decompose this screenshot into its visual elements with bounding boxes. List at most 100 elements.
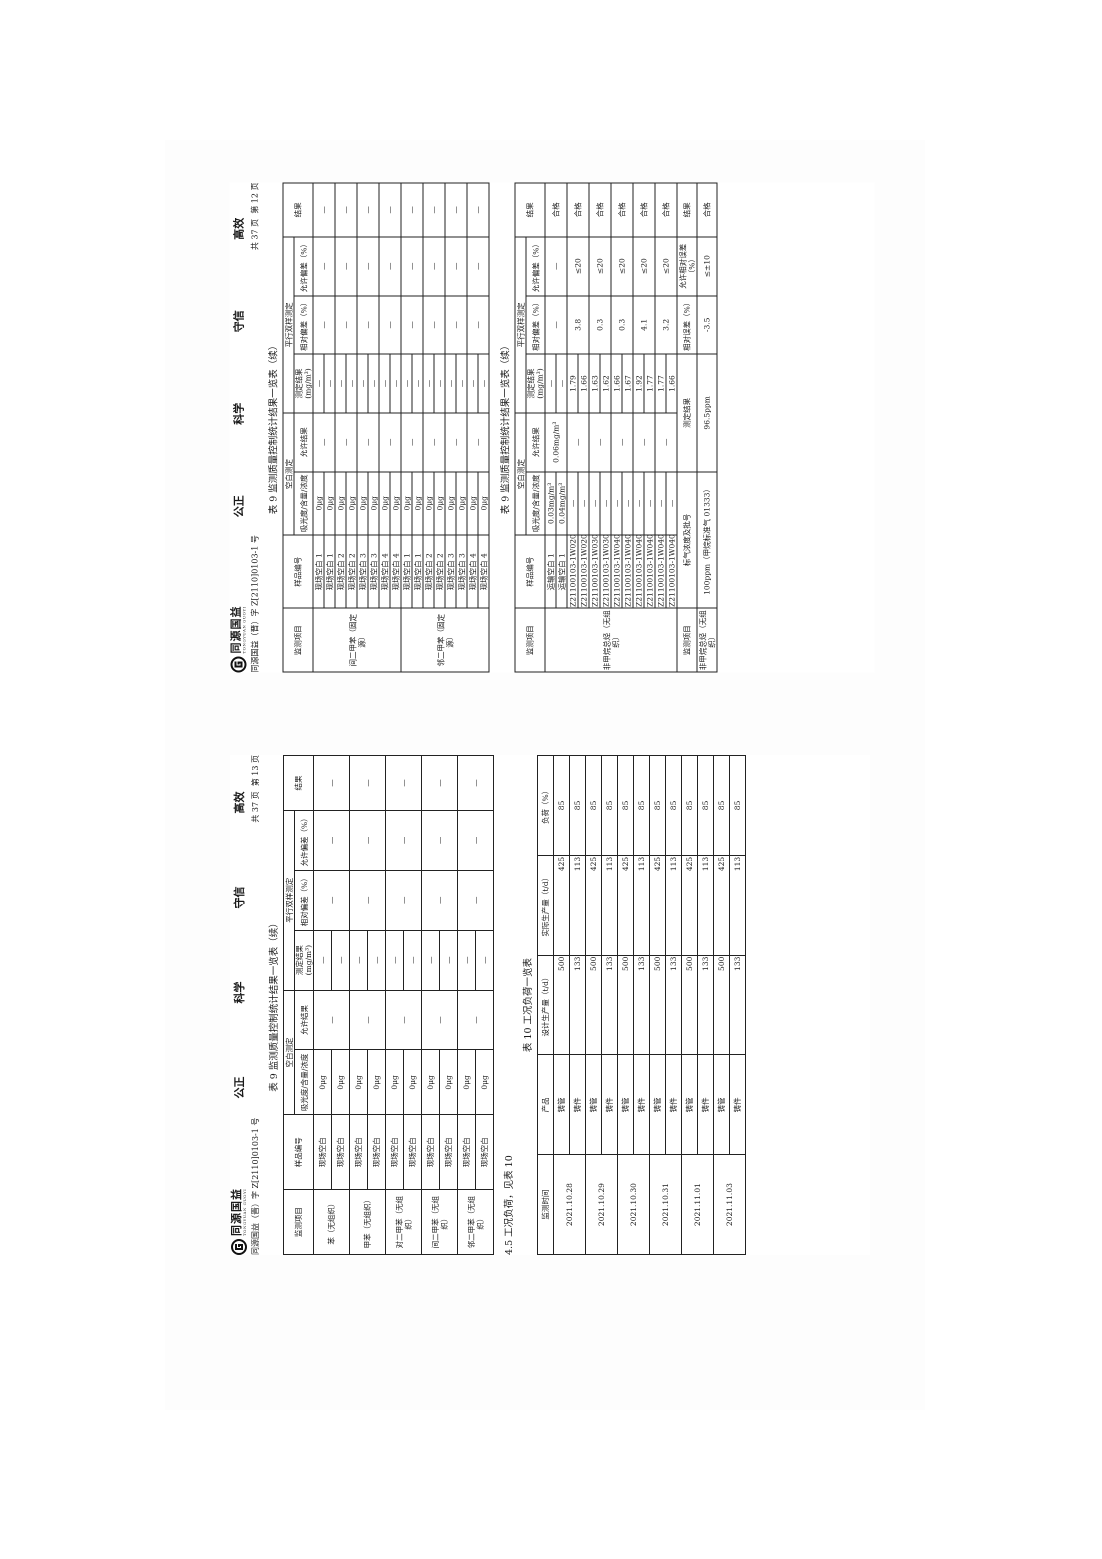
qc-result: —: [379, 183, 401, 237]
load-cell: 425: [553, 855, 570, 956]
load-cell: 500: [681, 955, 698, 1055]
sample-id: 现场空白 1: [401, 535, 412, 609]
relative-deviation: 3.2: [655, 295, 677, 355]
blank-value: 0μg: [403, 1049, 422, 1115]
report-number: 同源国益（晋）字 Z[2110]0103-1 号: [251, 1117, 260, 1255]
blank-value: 0μg: [412, 471, 423, 536]
measured-value: —: [401, 354, 412, 413]
load-header: 实际生产量（t/d）: [537, 855, 554, 956]
allowed-deviation: —: [357, 236, 379, 296]
allowed-deviation: —: [313, 810, 350, 871]
allowed-result: —: [589, 412, 611, 472]
load-cell: 铸件: [569, 1054, 586, 1155]
logo-name: 同源国益: [229, 1188, 243, 1236]
qc-result: —: [457, 755, 494, 811]
qc-result: —: [467, 183, 489, 237]
qc-result: 合格: [655, 183, 677, 237]
allowed-deviation: ≤20: [633, 236, 655, 296]
blank-value: 0μg: [390, 471, 401, 536]
blank-value: 0μg: [367, 1049, 386, 1115]
load-cell: 425: [585, 855, 602, 956]
blank-value: —: [567, 471, 578, 536]
sample-id: 现场空白 1: [324, 535, 335, 609]
blank-value: —: [666, 471, 677, 536]
table-title: 表 9 监测质量控制统计结果一览表（续）: [268, 340, 280, 515]
header-measured: 测定结果(mg/m³): [294, 354, 313, 413]
header-item: 监测项目: [283, 608, 313, 672]
header-parallel: 平行双样测定: [283, 810, 295, 991]
table-row: 间二甲苯（固定源） 现场空白 1 0μg — — — — —: [313, 183, 401, 672]
load-cell: 85: [601, 755, 618, 856]
qc-result: 合格: [633, 183, 655, 237]
load-cell: 铸件: [729, 1054, 746, 1155]
qc-table: 监测项目 样品编号 空白测定 平行双样测定 结果 吸光度/含量/浓度 允许结果 测定结果(mg…: [282, 182, 490, 673]
allowed-result: —: [445, 412, 467, 472]
header-sample: 样品编号: [283, 535, 313, 609]
blank-value: 0μg: [434, 471, 445, 536]
logo-icon: [230, 656, 247, 673]
std-value: 非甲烷总烃（无组织）: [697, 608, 717, 672]
relative-deviation: —: [545, 295, 567, 355]
sample-id: Z21100103-1W0401-4: [611, 535, 622, 609]
monitoring-item: 对二甲苯（无组织）: [385, 1189, 422, 1255]
page-header: 同源国益 TONGYUAN GUOYI 公正 科学 守信 高效: [230, 755, 248, 1255]
sample-id: 现场空白 3: [357, 535, 368, 609]
qc-result: 合格: [567, 183, 589, 237]
monitoring-date: 2021.10.30: [617, 1154, 650, 1255]
blank-value: 0.04mg/m³: [556, 471, 567, 536]
sample-id: 现场空白 2: [335, 535, 346, 609]
measured-value: —: [335, 354, 346, 413]
load-cell: 425: [681, 855, 698, 956]
load-cell: 铸件: [697, 1054, 714, 1155]
allowed-result: —: [313, 990, 350, 1050]
measured-value: 1.77: [655, 354, 666, 413]
load-cell: 85: [681, 755, 698, 856]
blank-value: 0μg: [475, 1049, 494, 1115]
blank-value: —: [578, 471, 589, 536]
relative-deviation: —: [379, 295, 401, 355]
sample-id: 现场空白 2: [346, 535, 357, 609]
relative-deviation: —: [401, 295, 423, 355]
monitoring-item: 间二甲苯（固定源）: [313, 608, 401, 672]
qc-result: 合格: [545, 183, 567, 237]
total-pages: 共 37 页: [250, 218, 260, 251]
sample-id: 运输空白 1: [556, 535, 567, 609]
header-measured: 测定结果(mg/m³): [294, 930, 314, 991]
load-cell: 铸管: [681, 1054, 698, 1155]
allowed-deviation: ≤20: [567, 236, 589, 296]
sample-id: 现场空白: [313, 1114, 332, 1190]
table-row: 监测项目 样品编号 空白测定 平行双样测定 结果: [515, 183, 545, 672]
slogan: 科学: [232, 402, 246, 425]
sample-id: 现场空白 4: [467, 535, 478, 609]
blank-value: 0μg: [445, 471, 456, 536]
allowed-result: —: [655, 412, 677, 472]
table-row: 间二甲苯（无组织） 现场空白 0μg — — — — —: [421, 755, 458, 1255]
blank-value: —: [589, 471, 600, 536]
sample-id: 现场空白 2: [434, 535, 445, 609]
table-row: Z21100103-1W0401-5— —1.92 4.1 ≤20 合格: [633, 183, 655, 672]
load-cell: 85: [713, 755, 730, 856]
table-row: Z21100103-1W0201-12— —1.79 3.8 ≤20 合格: [567, 183, 589, 672]
table-row: 2021.10.28 铸管 500 425 85: [553, 755, 586, 1255]
load-cell: 铸件: [601, 1054, 618, 1155]
qc-table: 监测项目 样品编号 空白测定 平行双样测定 结果 吸光度/含量/浓度 允许结果 测定结果(mg…: [283, 755, 494, 1255]
allowed-deviation: —: [385, 810, 422, 871]
table-row: 现场空白 2 0μg — — — — —: [335, 183, 357, 672]
header-allow-dev: 允许偏差（%）: [526, 236, 545, 296]
header-blank-value: 吸光度/含量/浓度: [526, 471, 545, 536]
measured-value: —: [445, 354, 456, 413]
relative-deviation: —: [457, 870, 494, 931]
allowed-deviation: —: [545, 236, 567, 296]
relative-deviation: —: [423, 295, 445, 355]
blank-value: —: [633, 471, 644, 536]
sample-id: 现场空白 4: [478, 535, 489, 609]
blank-value: —: [611, 471, 622, 536]
header-result: 结果: [515, 183, 545, 237]
allowed-result: —: [423, 412, 445, 472]
blank-value: 0μg: [324, 471, 335, 536]
monitoring-item: 苯（无组织）: [313, 1189, 350, 1255]
load-cell: 425: [649, 855, 666, 956]
std-value: -3.5: [697, 295, 717, 355]
table-row: Z21100103-1W0401-12— —1.77 3.2 ≤20 合格: [655, 183, 677, 672]
header-rel-dev: 相对偏差（%）: [526, 295, 545, 355]
